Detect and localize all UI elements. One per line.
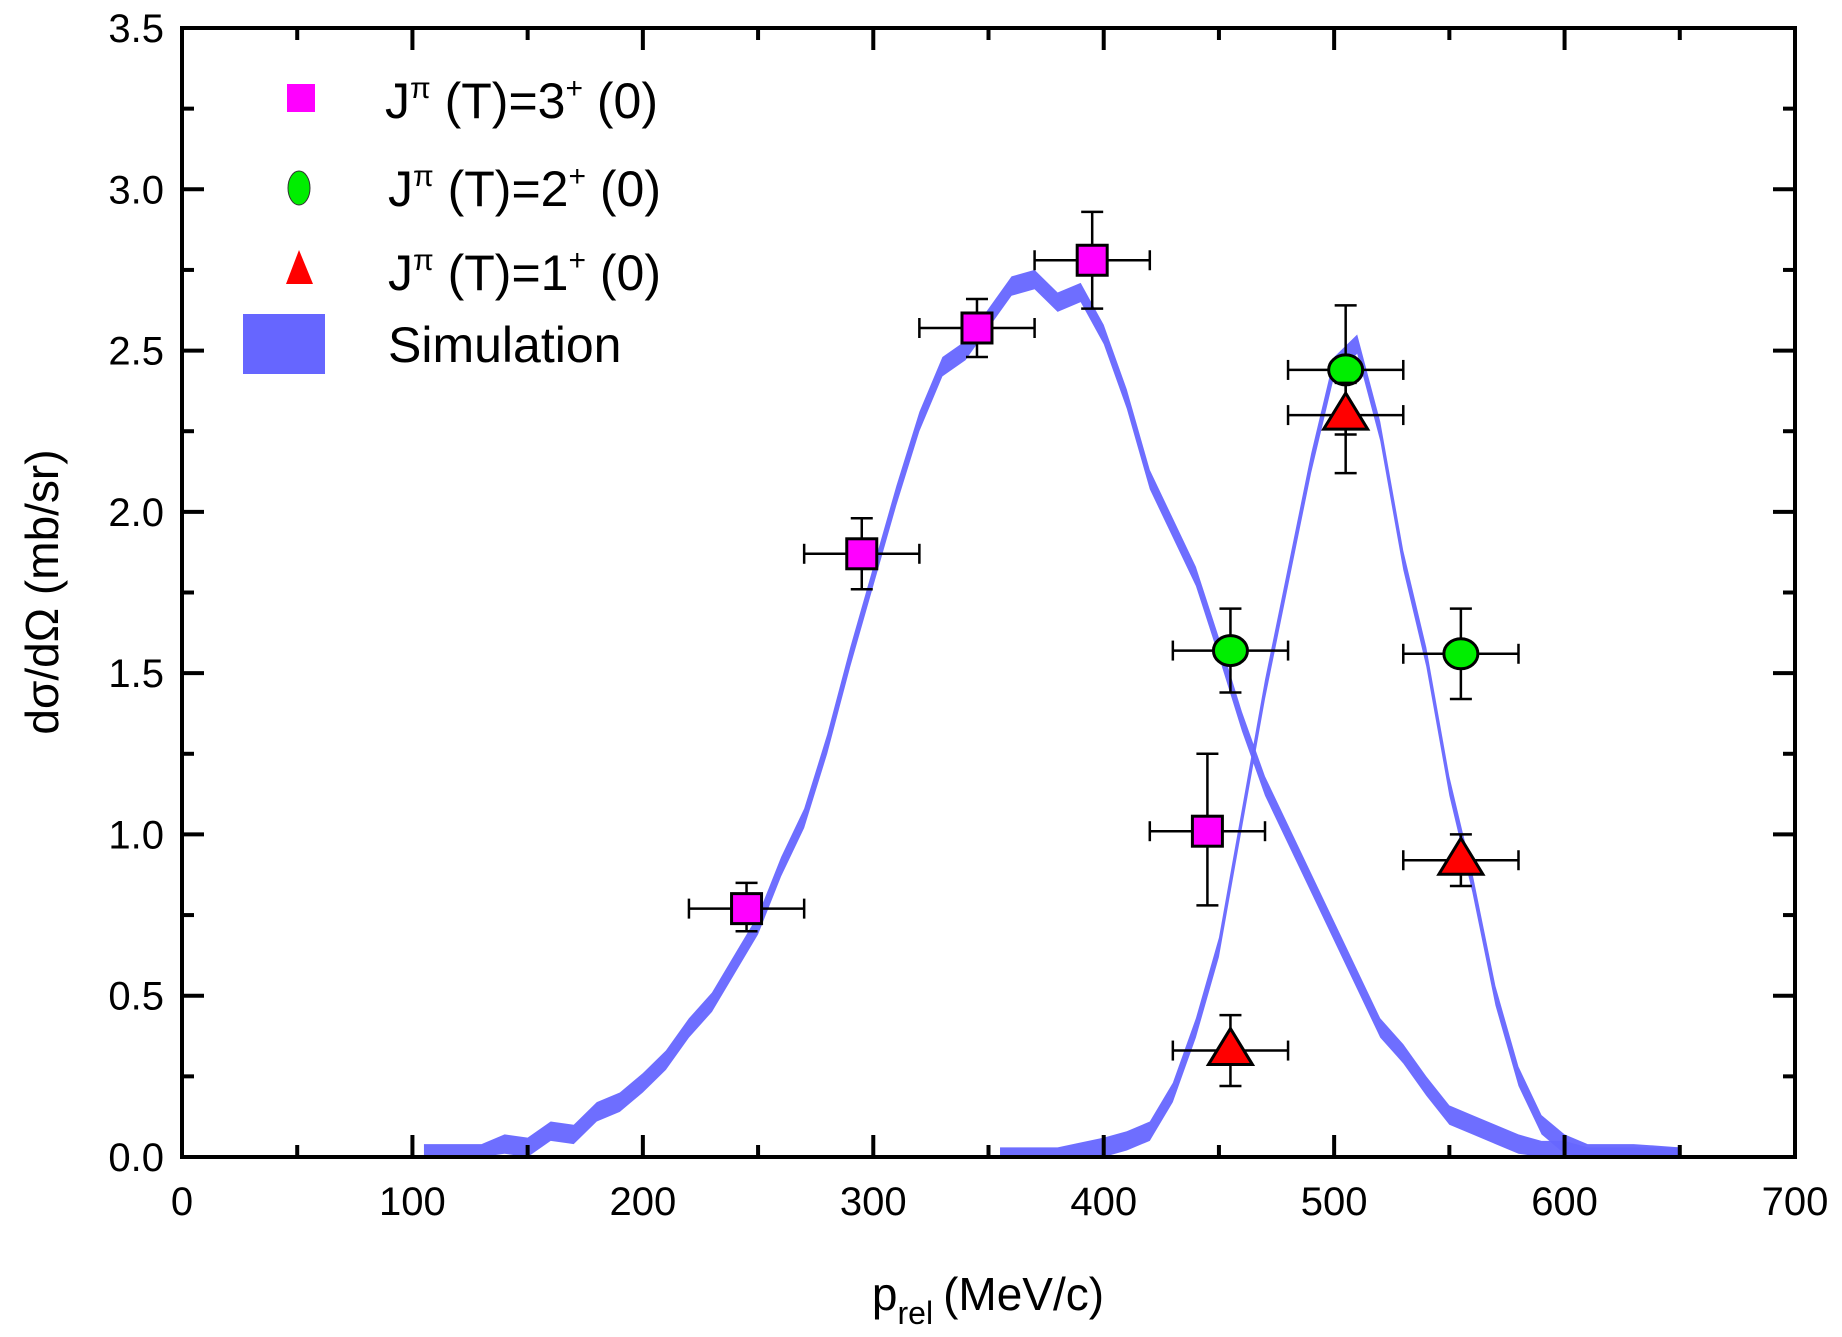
- data-point-square: [1148, 752, 1267, 907]
- data-point-triangle: [1286, 381, 1405, 475]
- circle-marker: [1211, 634, 1249, 668]
- legend-marker-square: [287, 84, 315, 112]
- y-tick-label: 2.0: [108, 491, 164, 535]
- triangle-marker: [1320, 390, 1371, 431]
- triangle-marker: [1436, 835, 1486, 876]
- x-tick-label: 700: [1762, 1180, 1829, 1224]
- x-tick-label: 300: [840, 1180, 907, 1224]
- y-tick-label: 3.5: [108, 7, 164, 51]
- legend-marker-triangle: [286, 250, 313, 284]
- data-point-square: [802, 517, 921, 591]
- x-tick-label: 200: [609, 1180, 676, 1224]
- legend-label-2plus: Jπ (T)=2+ (0): [388, 160, 661, 217]
- legend-label-simulation: Simulation: [388, 317, 621, 373]
- triangle-marker: [1205, 1025, 1256, 1067]
- x-axis-label: prel (MeV/c): [872, 1268, 1104, 1331]
- y-axis-label: dσ/dΩ (mb/sr): [16, 449, 68, 734]
- legend-marker-band: [243, 314, 325, 374]
- axis-ticks: 0 100 200 300 400 500 600 700 0.0 0.5 1.0 1.5 2.0 2.5…: [108, 7, 1828, 1224]
- square-marker: [1190, 814, 1224, 848]
- legend: Jπ (T)=3+ (0) Jπ (T)=2+ (0) Jπ (T)=1+ (0…: [243, 72, 661, 374]
- legend-marker-circle: [287, 170, 311, 206]
- x-tick-label: 400: [1070, 1180, 1137, 1224]
- legend-label-1plus: Jπ (T)=1+ (0): [388, 244, 661, 301]
- square-marker: [960, 311, 994, 345]
- legend-label-3plus: Jπ (T)=3+ (0): [385, 72, 658, 129]
- simulation-band: [423, 269, 1680, 1157]
- data-point-circle: [1171, 607, 1290, 694]
- plot-frame: [180, 26, 1797, 1159]
- data-points: [687, 210, 1520, 1088]
- circle-marker: [1327, 353, 1365, 387]
- x-tick-label: 500: [1301, 1180, 1368, 1224]
- data-point-square: [1033, 210, 1152, 310]
- circle-marker: [1442, 637, 1480, 671]
- data-point-triangle: [1402, 833, 1520, 888]
- x-tick-label: 0: [171, 1180, 193, 1224]
- square-marker: [730, 892, 764, 926]
- x-tick-label: 100: [379, 1180, 446, 1224]
- data-point-square: [918, 297, 1036, 359]
- square-marker: [845, 537, 879, 571]
- simulation-bands: [423, 269, 1680, 1157]
- y-tick-label: 3.0: [108, 168, 164, 212]
- data-point-square: [687, 881, 806, 933]
- square-marker: [1075, 243, 1109, 277]
- simulation-band: [1000, 334, 1680, 1157]
- y-tick-label: 2.5: [108, 330, 164, 374]
- x-tick-label: 600: [1531, 1180, 1598, 1224]
- y-tick-label: 1.0: [108, 813, 164, 857]
- data-point-triangle: [1171, 1013, 1290, 1088]
- data-point-circle: [1402, 607, 1520, 701]
- y-tick-label: 0.5: [108, 975, 164, 1019]
- y-tick-label: 1.5: [108, 652, 164, 696]
- y-tick-label: 0.0: [108, 1136, 164, 1180]
